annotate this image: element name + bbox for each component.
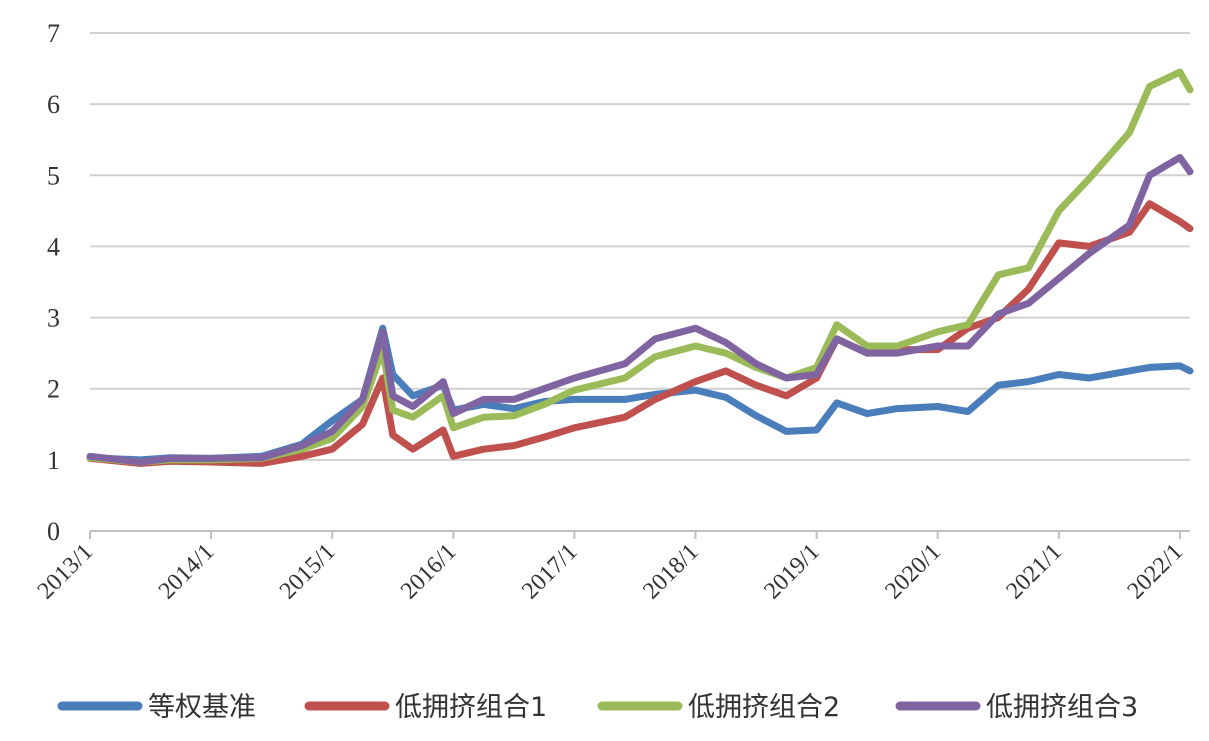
grid-layer <box>90 32 1190 461</box>
series-layer <box>86 68 1194 467</box>
x-axis: 2013/1 2014/1 2015/1 2016/1 2017/1 2018/1 2019… <box>33 530 1190 605</box>
series-line-1 <box>86 324 1194 464</box>
y-tick-label: 5 <box>47 161 60 190</box>
series-line-4 <box>86 154 1194 466</box>
series-line-3 <box>86 68 1194 466</box>
x-tick-label: 2022/1 <box>1123 539 1189 605</box>
y-tick-label: 3 <box>47 304 60 333</box>
x-tick-label: 2017/1 <box>517 539 583 605</box>
x-tick-label: 2020/1 <box>880 539 946 605</box>
y-tick-label: 7 <box>47 19 60 48</box>
y-tick-label: 2 <box>47 375 60 404</box>
x-tick-label: 2018/1 <box>638 539 704 605</box>
y-tick-label: 6 <box>47 90 60 119</box>
legend-label-3: 低拥挤组合2 <box>688 692 840 723</box>
y-tick-label: 4 <box>47 232 60 261</box>
legend-label-1: 等权基准 <box>148 692 256 723</box>
x-tick-label: 2013/1 <box>33 539 99 605</box>
legend-label-4: 低拥挤组合3 <box>986 692 1138 723</box>
x-tick-label: 2016/1 <box>396 539 462 605</box>
legend: 等权基准 低拥挤组合1 低拥挤组合2 低拥挤组合3 <box>57 692 1138 723</box>
legend-label-2: 低拥挤组合1 <box>395 692 547 723</box>
x-tick-label: 2015/1 <box>275 539 341 605</box>
x-tick-label: 2021/1 <box>1002 539 1068 605</box>
x-tick-label: 2014/1 <box>154 539 220 605</box>
y-tick-label: 0 <box>47 517 60 546</box>
y-axis: 0 1 2 3 4 5 6 7 <box>47 19 60 546</box>
series-line-2 <box>86 200 1194 467</box>
x-tick-label: 2019/1 <box>759 539 825 605</box>
y-tick-label: 1 <box>47 446 60 475</box>
